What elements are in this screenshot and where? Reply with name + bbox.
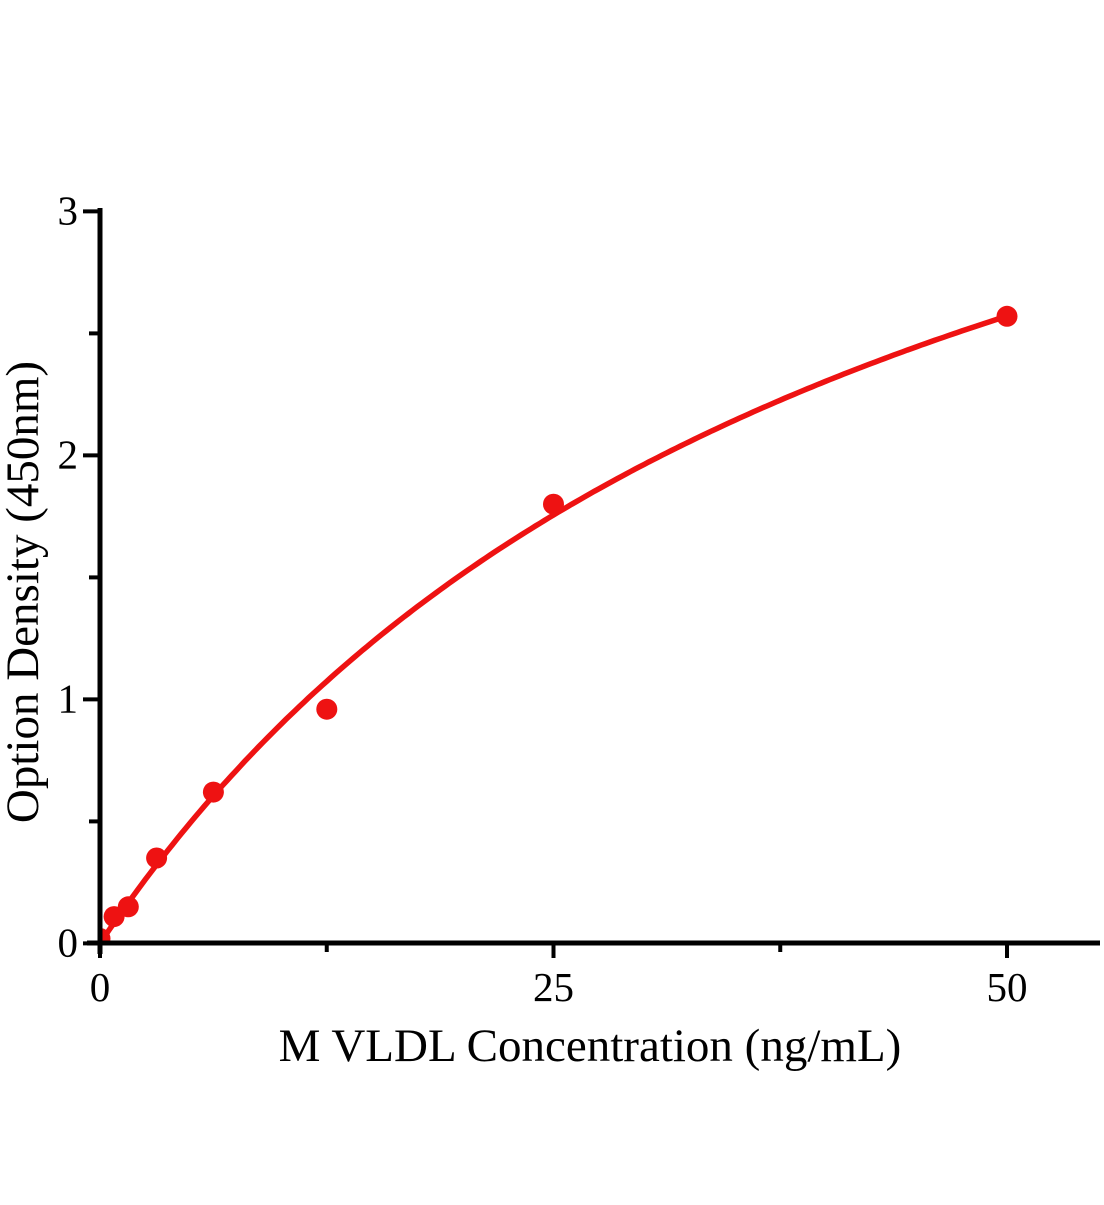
x-tick-label: 25	[533, 964, 574, 1010]
tick-labels: 0 25 50 0 1 2 3	[58, 187, 1028, 1010]
y-axis-title: Option Density (450nm)	[0, 361, 49, 823]
y-tick-label: 0	[58, 919, 79, 965]
y-tick-label: 2	[58, 431, 79, 477]
x-axis-title: M VLDL Concentration (ng/mL)	[279, 1020, 902, 1072]
y-tick-label: 3	[58, 187, 79, 233]
data-point	[996, 305, 1018, 327]
data-point	[100, 928, 111, 944]
axis-ticks	[83, 209, 1009, 958]
data-point	[316, 698, 338, 720]
data-series	[100, 305, 1018, 944]
x-tick-label: 0	[90, 964, 111, 1010]
data-point	[543, 493, 564, 515]
x-tick-label: 50	[987, 964, 1028, 1010]
data-point	[117, 896, 139, 918]
data-point	[146, 847, 168, 869]
fit-curve	[100, 313, 1010, 944]
y-tick-label: 1	[58, 675, 79, 721]
data-point	[202, 781, 224, 803]
